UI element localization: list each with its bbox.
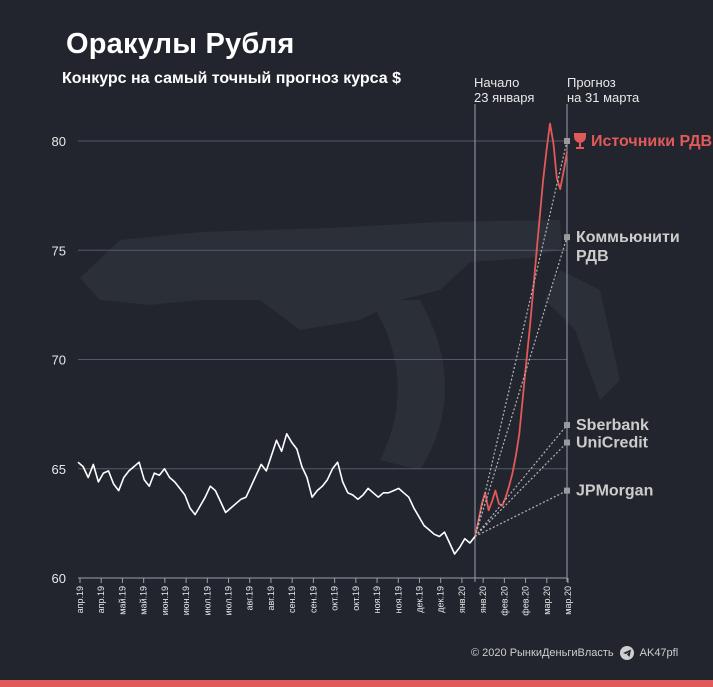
- y-tick-label: 80: [52, 134, 66, 149]
- forecast-point: [564, 422, 570, 429]
- x-tick-label: окт.19: [330, 586, 340, 611]
- trophy-icon: [574, 133, 586, 149]
- forecast-projection-line: [474, 442, 568, 537]
- x-tick-label: июл.19: [224, 586, 234, 615]
- forecast-projection-line: [474, 490, 568, 538]
- forecast-projection-line: [474, 140, 568, 537]
- x-tick-label: апр.19: [96, 586, 106, 613]
- start-marker-line2: 23 января: [474, 90, 535, 105]
- page-title: Оракулы Рубля: [66, 28, 295, 60]
- forecaster-label: UniCredit: [576, 435, 649, 452]
- x-tick-label: янв.20: [457, 586, 467, 613]
- footer-credit: © 2020 РынкиДеньгиВласть AK47pfl: [471, 646, 678, 660]
- end-marker-line1: Прогноз: [567, 75, 616, 90]
- x-tick-label: май.19: [117, 586, 127, 615]
- rifle-watermark-icon: [80, 220, 620, 470]
- x-tick-label: дек.19: [436, 586, 446, 613]
- x-tick-label: окт.19: [351, 586, 361, 611]
- history-series-line: [77, 432, 476, 555]
- page-subtitle: Конкурс на самый точный прогноз курса $: [62, 70, 401, 87]
- x-tick-label: мар.20: [563, 586, 573, 615]
- x-tick-label: авг.19: [266, 586, 276, 610]
- x-tick-label: май.19: [139, 586, 149, 615]
- y-tick-label: 75: [52, 243, 66, 258]
- x-tick-label: мар.20: [542, 586, 552, 615]
- x-tick-label: авг.19: [245, 586, 255, 610]
- x-tick-label: июл.19: [202, 586, 212, 615]
- forecaster-label: Источники РДВ: [591, 133, 712, 150]
- bottom-accent-bar: [0, 680, 713, 687]
- forecast-projection-line: [474, 424, 568, 537]
- forecast-point: [564, 439, 570, 446]
- start-marker-line1: Начало: [474, 75, 520, 90]
- x-tick-label: янв.20: [478, 586, 488, 613]
- end-marker-label: Прогноз на 31 марта: [567, 75, 639, 105]
- x-tick-label: сен.19: [287, 586, 297, 613]
- x-tick-label: ноя.19: [393, 586, 403, 613]
- forecast-point: [564, 487, 570, 494]
- x-tick-label: фев.20: [521, 586, 531, 616]
- forecaster-label: Sberbank: [576, 417, 649, 434]
- end-marker-line2: на 31 марта: [567, 90, 640, 105]
- y-tick-label: 70: [52, 353, 66, 368]
- telegram-handle[interactable]: AK47pfl: [639, 647, 679, 659]
- y-tick-label: 65: [52, 462, 66, 477]
- forecast-projection-line: [474, 236, 568, 537]
- copyright-text: © 2020 РынкиДеньгиВласть: [471, 647, 614, 659]
- x-tick-label: апр.19: [75, 586, 85, 613]
- x-tick-label: дек.19: [414, 586, 424, 613]
- start-marker-label: Начало 23 января: [474, 75, 534, 105]
- forecast-point: [564, 138, 570, 144]
- y-tick-label: 60: [52, 571, 66, 586]
- x-tick-label: июн.19: [181, 586, 191, 615]
- forecast-point: [564, 234, 570, 241]
- x-tick-label: сен.19: [308, 586, 318, 613]
- x-tick-label: июн.19: [160, 586, 170, 615]
- actual-series-line: [474, 122, 568, 537]
- forecaster-label: РДВ: [576, 248, 609, 265]
- telegram-icon[interactable]: [619, 646, 634, 660]
- forecaster-label: Коммьюнити: [576, 229, 680, 246]
- x-tick-label: фев.20: [499, 586, 509, 616]
- forecaster-label: JPMorgan: [576, 483, 653, 500]
- x-tick-label: ноя.19: [372, 586, 382, 613]
